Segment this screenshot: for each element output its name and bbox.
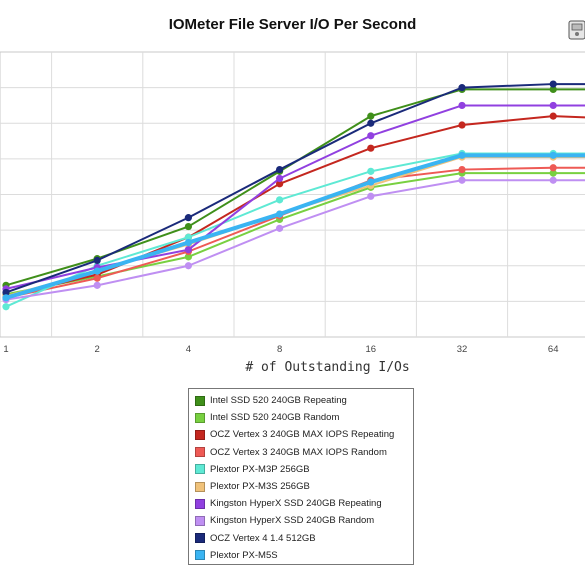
legend-item: Plextor PX-M3S 256GB — [195, 478, 413, 495]
data-point — [458, 121, 466, 129]
data-point — [549, 151, 557, 159]
data-point — [2, 288, 10, 297]
legend-item: Plextor PX-M3P 256GB — [195, 461, 413, 478]
grid — [0, 51, 585, 338]
series-line — [5, 179, 585, 301]
data-point — [549, 101, 557, 110]
x-tick-label: 16 — [366, 344, 377, 355]
logo-icon — [568, 20, 585, 40]
x-tick-label: 4 — [186, 344, 191, 355]
legend-item: OCZ Vertex 3 240GB MAX IOPS Random — [195, 444, 413, 461]
legend: Intel SSD 520 240GB Repeating Intel SSD 5… — [188, 388, 414, 565]
series-9 — [2, 151, 585, 302]
data-point — [184, 233, 192, 241]
data-point — [458, 165, 466, 174]
legend-item: Kingston HyperX SSD 240GB Random — [195, 512, 413, 529]
legend-item: Kingston HyperX SSD 240GB Repeating — [195, 495, 413, 512]
legend-swatch — [195, 447, 205, 458]
data-point — [549, 169, 557, 177]
x-axis-ticks: 1 2 4 8 16 32 64 — [3, 344, 558, 355]
data-point — [458, 84, 466, 92]
legend-label: OCZ Vertex 3 240GB MAX IOPS Repeating — [210, 429, 395, 441]
legend-label: Kingston HyperX SSD 240GB Random — [210, 515, 375, 527]
series-0 — [2, 85, 585, 289]
legend-swatch — [195, 498, 205, 509]
data-point — [276, 210, 284, 218]
legend-swatch — [195, 412, 205, 423]
series-3 — [2, 164, 585, 302]
data-point — [276, 180, 284, 188]
data-point — [184, 238, 192, 247]
data-point — [2, 303, 10, 311]
data-point — [276, 165, 284, 174]
legend-item: Plextor PX-M5S — [195, 547, 413, 564]
legend-swatch — [195, 481, 205, 492]
legend-swatch — [195, 515, 205, 526]
data-point — [367, 112, 375, 120]
data-point — [276, 196, 284, 204]
series-7 — [2, 176, 585, 304]
series-line — [5, 166, 585, 299]
data-point — [367, 144, 375, 152]
data-point — [2, 294, 10, 302]
plot-frame — [0, 51, 585, 338]
legend-item: Intel SSD 520 240GB Repeating — [195, 392, 413, 409]
chart-plot-area: 1 2 4 8 16 32 64 — [0, 51, 585, 355]
x-tick-label: 8 — [277, 344, 282, 355]
data-point — [367, 119, 375, 127]
series-line — [5, 153, 585, 300]
legend-label: OCZ Vertex 3 240GB MAX IOPS Random — [210, 446, 387, 458]
legend-swatch — [195, 533, 205, 544]
legend-label: Intel SSD 520 240GB Random — [210, 412, 340, 424]
data-point — [93, 256, 101, 265]
legend-item: OCZ Vertex 4 1.4 512GB — [195, 530, 413, 547]
legend-swatch — [195, 429, 205, 440]
legend-label: Intel SSD 520 240GB Repeating — [210, 395, 347, 407]
legend-item: Intel SSD 520 240GB Random — [195, 409, 413, 426]
data-point — [184, 246, 192, 254]
x-tick-label: 32 — [457, 344, 468, 355]
series-1 — [2, 169, 585, 298]
x-tick-label: 64 — [548, 344, 559, 355]
data-point — [367, 132, 375, 140]
data-point — [458, 101, 466, 110]
data-point — [549, 85, 557, 94]
data-point — [549, 112, 557, 120]
data-point — [184, 253, 192, 261]
series-group — [2, 80, 585, 311]
series-line — [5, 83, 585, 294]
series-8 — [2, 80, 585, 297]
x-tick-label: 2 — [95, 344, 100, 355]
x-axis-label: # of Outstanding I/Os — [245, 360, 410, 375]
data-point — [184, 222, 192, 231]
x-tick-label: 1 — [3, 344, 8, 355]
legend-label: Plextor PX-M3P 256GB — [210, 463, 310, 475]
data-point — [458, 176, 466, 184]
data-point — [93, 274, 101, 282]
data-point — [549, 164, 557, 172]
series-line — [5, 88, 585, 287]
data-point — [276, 224, 284, 232]
data-point — [549, 80, 557, 88]
legend-item: OCZ Vertex 3 240GB MAX IOPS Repeating — [195, 426, 413, 443]
data-point — [184, 262, 192, 270]
legend-label: Plextor PX-M5S — [210, 549, 278, 561]
legend-swatch — [195, 550, 205, 561]
chart-title: IOMeter File Server I/O Per Second — [168, 16, 417, 33]
data-point — [276, 174, 284, 183]
legend-swatch — [195, 395, 205, 406]
legend-label: OCZ Vertex 4 1.4 512GB — [210, 532, 316, 544]
data-point — [367, 167, 375, 175]
data-point — [367, 192, 375, 200]
legend-label: Plextor PX-M3S 256GB — [210, 481, 310, 493]
data-point — [184, 214, 192, 222]
data-point — [93, 267, 101, 275]
data-point — [367, 178, 375, 186]
legend-label: Kingston HyperX SSD 240GB Repeating — [210, 498, 382, 510]
data-point — [93, 281, 101, 289]
data-point — [458, 151, 466, 159]
legend-swatch — [195, 464, 205, 475]
data-point — [549, 176, 557, 184]
